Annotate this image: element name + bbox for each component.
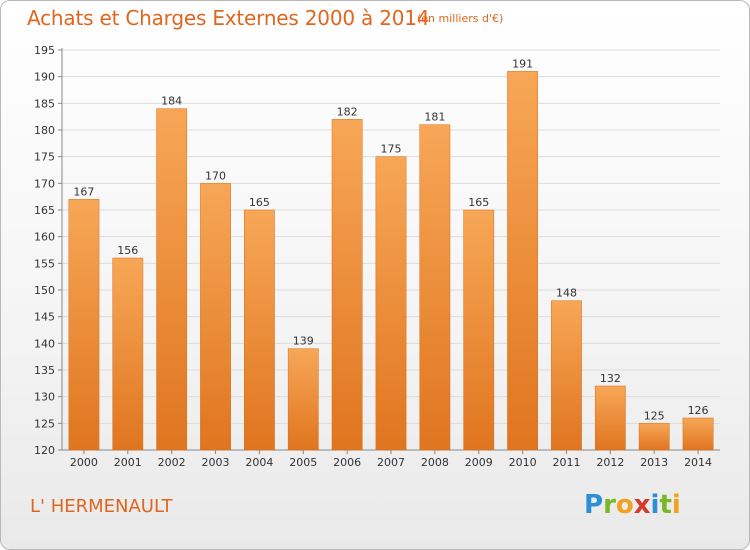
y-tick-label: 130: [34, 391, 55, 404]
y-tick-label: 165: [34, 204, 55, 217]
value-label-2009: 165: [468, 196, 489, 209]
chart-title: Achats et Charges Externes 2000 à 2014: [27, 6, 430, 30]
y-tick-label: 140: [34, 337, 55, 350]
value-label-2001: 156: [117, 244, 138, 257]
y-tick-label: 190: [34, 71, 55, 84]
value-label-2000: 167: [73, 185, 94, 198]
bar-2001: [112, 257, 144, 451]
bar-2003: [200, 183, 231, 451]
value-label-2014: 126: [688, 404, 709, 417]
logo-letter: o: [615, 490, 634, 520]
y-tick-label: 150: [34, 284, 55, 297]
value-label-2005: 139: [293, 335, 314, 348]
x-tick-label-2011: 2011: [552, 456, 580, 469]
bar-2004: [244, 209, 275, 451]
x-tick-label-2002: 2002: [158, 456, 186, 469]
bar-2014: [682, 417, 714, 451]
value-label-2012: 132: [600, 372, 621, 385]
y-tick-label: 195: [34, 44, 55, 57]
bar-2013: [638, 423, 670, 451]
bar-2002: [156, 108, 188, 451]
bar-2009: [463, 209, 495, 451]
bar-2012: [594, 385, 626, 451]
bar-2005: [287, 348, 319, 451]
y-tick-label: 180: [34, 124, 55, 137]
y-tick-label: 145: [34, 311, 55, 324]
bar-2008: [419, 124, 451, 451]
x-tick-label-2006: 2006: [333, 456, 361, 469]
y-tick-label: 175: [34, 151, 55, 164]
x-tick-label-2001: 2001: [114, 456, 142, 469]
x-tick-label-2009: 2009: [465, 456, 493, 469]
x-tick-label-2003: 2003: [202, 456, 230, 469]
bar-2007: [375, 156, 407, 451]
y-tick-label: 120: [34, 444, 55, 457]
logo-letter: P: [584, 490, 604, 520]
value-label-2006: 182: [337, 105, 358, 118]
bar-2000: [68, 199, 100, 451]
value-label-2003: 170: [205, 169, 226, 182]
y-tick-label: 160: [34, 231, 55, 244]
y-tick-label: 155: [34, 257, 55, 270]
logo-letter: i: [650, 490, 660, 520]
x-tick-label-2004: 2004: [245, 456, 273, 469]
value-label-2010: 191: [512, 57, 533, 70]
x-tick-label-2008: 2008: [421, 456, 449, 469]
value-label-2007: 175: [381, 143, 402, 156]
logo-letter: x: [633, 490, 651, 520]
bar-2011: [551, 300, 582, 451]
proxiti-logo: Proxiti: [584, 490, 681, 520]
logo-letter: i: [671, 490, 681, 520]
x-tick-label-2007: 2007: [377, 456, 405, 469]
bar-2010: [507, 71, 538, 451]
chart-subtitle: (en milliers d'€): [417, 12, 504, 25]
x-tick-label-2013: 2013: [640, 456, 668, 469]
value-label-2004: 165: [249, 196, 270, 209]
x-tick-label-2012: 2012: [596, 456, 624, 469]
value-label-2011: 148: [556, 287, 577, 300]
x-tick-label-2010: 2010: [509, 456, 537, 469]
y-tick-label: 125: [34, 417, 55, 430]
y-tick-label: 185: [34, 97, 55, 110]
y-tick-label: 170: [34, 177, 55, 190]
x-tick-label-2014: 2014: [684, 456, 712, 469]
value-label-2002: 184: [161, 95, 182, 108]
logo-letter: r: [603, 490, 616, 520]
x-tick-label-2005: 2005: [289, 456, 317, 469]
bar-2006: [331, 119, 363, 451]
logo-letter: t: [659, 490, 672, 520]
value-label-2013: 125: [644, 409, 665, 422]
y-tick-label: 135: [34, 364, 55, 377]
x-tick-label-2000: 2000: [70, 456, 98, 469]
commune-name: L' HERMENAULT: [30, 496, 173, 517]
value-label-2008: 181: [424, 111, 445, 124]
